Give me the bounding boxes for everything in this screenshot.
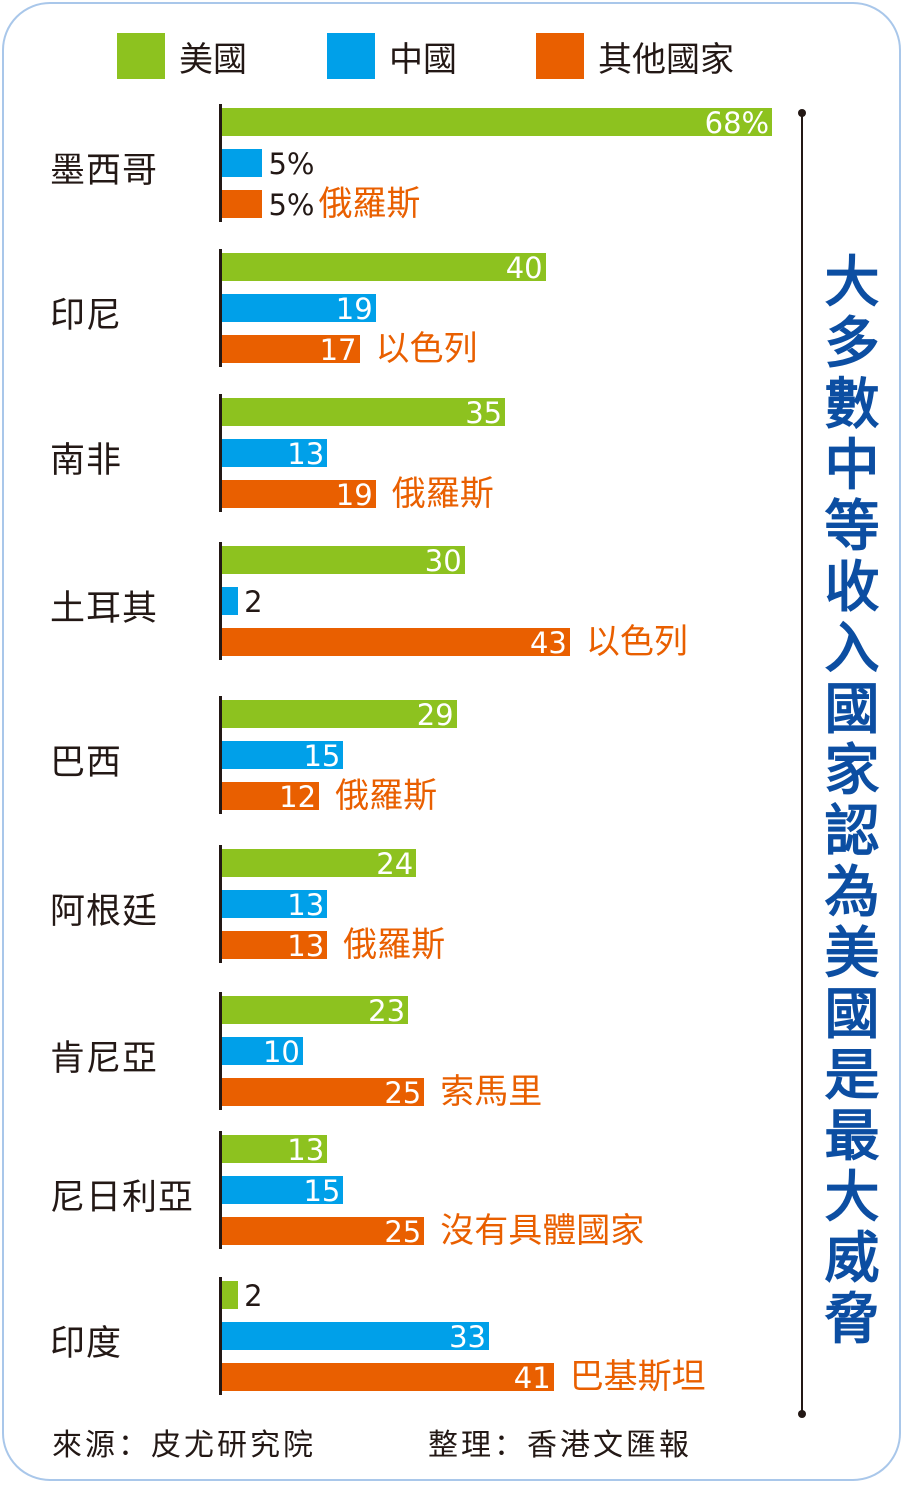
country-label: 土耳其 bbox=[50, 589, 159, 629]
bar-usa bbox=[222, 108, 773, 136]
value-label-usa: 68% bbox=[704, 106, 770, 140]
value-label-china: 33 bbox=[449, 1320, 486, 1354]
bar-china bbox=[222, 294, 376, 322]
bar-china bbox=[222, 149, 263, 177]
source-note: 來源：皮尤研究院 bbox=[52, 1428, 316, 1463]
category-axis-line bbox=[219, 992, 222, 1110]
country-label: 肯尼亞 bbox=[50, 1039, 159, 1079]
category-axis-line bbox=[219, 394, 222, 512]
value-label-usa: 2 bbox=[244, 1279, 263, 1313]
country-label: 印度 bbox=[50, 1324, 123, 1364]
bar-other bbox=[222, 931, 328, 959]
other-country-name: 俄羅斯 bbox=[391, 474, 494, 514]
value-label-china: 10 bbox=[262, 1035, 300, 1069]
bar-other bbox=[222, 335, 360, 363]
legend-label-other: 其他國家 bbox=[598, 39, 734, 80]
value-label-china: 15 bbox=[303, 1174, 341, 1208]
bar-china bbox=[222, 1176, 344, 1204]
value-label-usa: 13 bbox=[287, 1133, 325, 1167]
bar-china bbox=[222, 439, 328, 467]
bar-other bbox=[222, 628, 570, 656]
country-label: 巴西 bbox=[50, 743, 123, 783]
value-label-china: 5% bbox=[268, 147, 315, 181]
compiled-note: 整理：香港文匯報 bbox=[428, 1428, 692, 1463]
value-label-other: 25 bbox=[384, 1215, 422, 1249]
legend-label-usa: 美國 bbox=[179, 39, 247, 80]
legend-other: 其他國家 bbox=[536, 33, 734, 80]
legend-swatch-usa bbox=[117, 33, 165, 79]
value-label-other: 43 bbox=[529, 626, 567, 660]
bar-other bbox=[222, 480, 376, 508]
bar-usa bbox=[222, 1135, 328, 1163]
category-axis-line bbox=[219, 1131, 222, 1249]
bar-usa bbox=[222, 996, 409, 1024]
value-label-usa: 35 bbox=[465, 396, 503, 430]
other-country-name: 以色列 bbox=[585, 622, 688, 662]
other-country-name: 俄羅斯 bbox=[318, 184, 421, 224]
category-axis-line bbox=[219, 1277, 222, 1395]
legend-swatch-china bbox=[327, 33, 375, 79]
value-label-china: 19 bbox=[335, 292, 373, 326]
bar-other bbox=[222, 1363, 554, 1391]
legend-china: 中國 bbox=[327, 33, 457, 80]
category-axis-line bbox=[219, 696, 222, 814]
value-label-other: 17 bbox=[319, 333, 357, 367]
legend-swatch-other bbox=[536, 33, 584, 79]
bar-other bbox=[222, 1078, 425, 1106]
value-label-other: 12 bbox=[279, 780, 317, 814]
value-label-usa: 40 bbox=[505, 251, 543, 285]
country-label: 尼日利亞 bbox=[50, 1178, 195, 1218]
other-country-name: 以色列 bbox=[375, 329, 478, 369]
value-label-china: 13 bbox=[287, 888, 325, 922]
bar-usa bbox=[222, 1281, 239, 1309]
other-country-name: 俄羅斯 bbox=[335, 776, 438, 816]
bar-other bbox=[222, 1217, 425, 1245]
chart-title: 大多數中等收入國家認為美國是最大威脅 bbox=[824, 250, 880, 1351]
bar-usa bbox=[222, 849, 417, 877]
other-country-name: 索馬里 bbox=[440, 1072, 543, 1112]
value-label-other: 19 bbox=[335, 478, 373, 512]
category-axis-line bbox=[219, 249, 222, 367]
value-label-other: 13 bbox=[287, 929, 325, 963]
value-label-usa: 23 bbox=[368, 994, 406, 1028]
category-axis-line bbox=[219, 542, 222, 660]
bar-other bbox=[222, 190, 263, 218]
other-country-name: 沒有具體國家 bbox=[440, 1211, 645, 1251]
value-label-usa: 24 bbox=[376, 847, 414, 881]
bar-china bbox=[222, 587, 239, 615]
other-country-name: 巴基斯坦 bbox=[569, 1357, 706, 1397]
value-label-other: 5% bbox=[268, 188, 315, 222]
value-label-usa: 29 bbox=[416, 698, 454, 732]
country-label: 印尼 bbox=[50, 296, 123, 336]
legend-label-china: 中國 bbox=[389, 39, 457, 80]
country-label: 墨西哥 bbox=[50, 151, 159, 191]
category-axis-line bbox=[219, 845, 222, 963]
bar-china bbox=[222, 890, 328, 918]
value-label-china: 15 bbox=[303, 739, 341, 773]
value-label-china: 13 bbox=[287, 437, 325, 471]
bar-china bbox=[222, 741, 344, 769]
value-label-other: 41 bbox=[513, 1361, 551, 1395]
bar-usa bbox=[222, 398, 506, 426]
bar-china bbox=[222, 1037, 303, 1065]
value-label-china: 2 bbox=[244, 585, 263, 619]
divider-dot-bottom bbox=[798, 1410, 806, 1418]
category-axis-line bbox=[219, 104, 222, 222]
bar-usa bbox=[222, 546, 465, 574]
value-label-other: 25 bbox=[384, 1076, 422, 1110]
country-label: 南非 bbox=[50, 441, 123, 481]
value-label-usa: 30 bbox=[424, 544, 462, 578]
country-label: 阿根廷 bbox=[50, 892, 159, 932]
divider-dot-top bbox=[798, 109, 806, 117]
bar-other bbox=[222, 782, 320, 810]
title-divider-line bbox=[801, 112, 803, 1414]
bar-usa bbox=[222, 700, 457, 728]
bar-usa bbox=[222, 253, 546, 281]
legend-usa: 美國 bbox=[117, 33, 247, 80]
other-country-name: 俄羅斯 bbox=[343, 925, 446, 965]
bar-china bbox=[222, 1322, 489, 1350]
